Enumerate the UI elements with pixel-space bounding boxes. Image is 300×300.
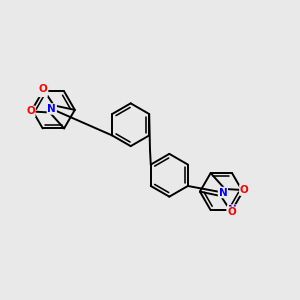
Text: N: N	[47, 104, 56, 114]
Text: O: O	[227, 207, 236, 217]
Text: N: N	[38, 86, 47, 96]
Text: O: O	[39, 84, 48, 94]
Text: O: O	[240, 185, 249, 195]
Text: O: O	[26, 106, 35, 116]
Text: N: N	[218, 188, 227, 197]
Text: N: N	[228, 205, 236, 215]
